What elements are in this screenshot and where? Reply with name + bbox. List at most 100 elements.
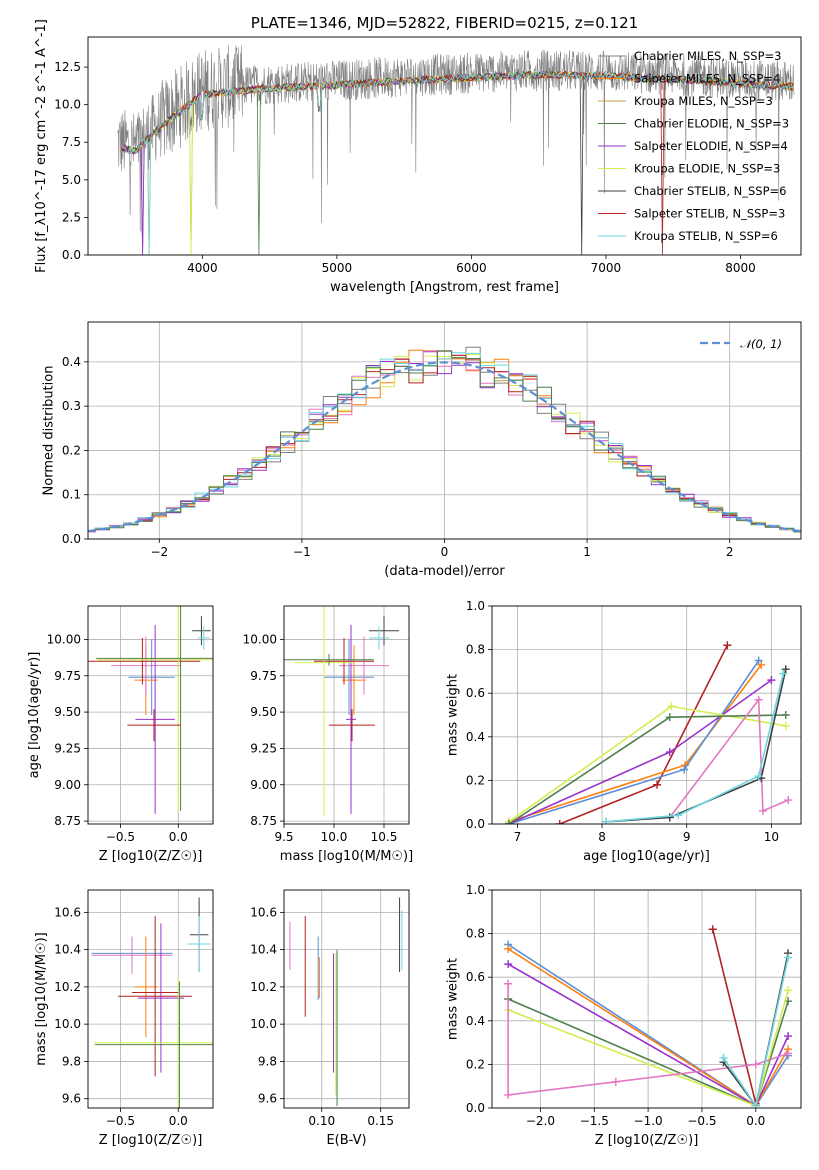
- errorbar-7: [93, 977, 213, 1108]
- axes-frame: [491, 889, 802, 1109]
- x-axis-label: Z [log10(Z/Z☉)]: [595, 1133, 699, 1148]
- weight-line-7: [606, 669, 787, 823]
- x-tick-label: 9.5: [274, 830, 293, 844]
- errorbar-6: [137, 923, 185, 1073]
- x-tick-label: 7000: [591, 261, 622, 275]
- errorbar-4: [339, 636, 389, 695]
- weight-marker: [757, 660, 766, 669]
- x-tick-label: −1: [293, 545, 311, 559]
- y-tick-label: 1.0: [466, 599, 485, 613]
- y-tick-label: 9.6: [258, 1092, 277, 1106]
- axes-frame: [491, 605, 802, 825]
- weight-marker: [784, 986, 793, 995]
- y-tick-label: 0.0: [62, 532, 81, 546]
- y-tick-label: 0.0: [466, 817, 485, 831]
- x-tick-label: 0.15: [367, 1114, 394, 1128]
- legend-label-4: Salpeter ELODIE, N_SSP=4: [634, 139, 788, 153]
- x-tick-label: −2.0: [526, 1114, 555, 1128]
- errorbar-7: [294, 606, 354, 817]
- y-axis-label: Normed distribution: [41, 366, 56, 496]
- weight-line-6: [669, 697, 789, 818]
- axes-frame: [283, 889, 410, 1109]
- axes-frame: [87, 889, 214, 1109]
- chart-title: PLATE=1346, MJD=52822, FIBERID=0215, z=0…: [251, 14, 638, 32]
- x-axis-label: E(B-V): [326, 1133, 366, 1148]
- errorbar-4: [91, 936, 173, 974]
- x-tick-label: 0: [441, 545, 449, 559]
- weight-line-4: [508, 705, 786, 823]
- errorbar-9: [127, 709, 181, 742]
- x-tick-label: −1.5: [580, 1114, 609, 1128]
- legend-label-3: Chabrier ELODIE, N_SSP=3: [634, 117, 789, 131]
- weight-marker: [504, 1090, 513, 1099]
- weight-line-8: [606, 673, 784, 823]
- y-tick-label: 0.4: [466, 730, 485, 744]
- errorbar-4: [111, 636, 181, 695]
- weight-marker: [767, 676, 776, 685]
- plot-area: [88, 606, 213, 814]
- y-tick-label: 9.75: [250, 669, 277, 683]
- y-tick-label: 10.2: [250, 980, 277, 994]
- y-tick-label: 1.0: [466, 883, 485, 897]
- weight-marker: [667, 702, 676, 711]
- y-tick-label: 0.2: [466, 1057, 485, 1071]
- x-axis-label: (data-model)/error: [384, 564, 505, 579]
- weight-marker: [784, 1049, 793, 1058]
- y-axis-label: mass [log10(M/M☉)]: [34, 932, 49, 1065]
- panel-weight-vs-age: 7 8 9 10 0.0 0.2 0.4 0.6 0.8 1.0 age [log10(age/yr…: [445, 599, 802, 864]
- errorbar-6: [135, 624, 175, 814]
- y-tick-label: 0.1: [62, 488, 81, 502]
- x-tick-label: −1.0: [634, 1114, 663, 1128]
- weight-marker: [781, 711, 790, 719]
- weight-marker: [781, 665, 790, 674]
- y-axis-label: Flux [f_λ10^-17 erg cm^-2 s^-1 A^-1]: [34, 19, 49, 273]
- y-tick-label: 10.00: [243, 632, 277, 646]
- y-tick-label: 0.8: [466, 927, 485, 941]
- errorbar-3: [342, 645, 366, 715]
- weight-marker: [708, 925, 717, 934]
- errorbar-3: [134, 936, 158, 1038]
- weight-marker: [665, 713, 674, 722]
- weight-marker: [781, 721, 790, 730]
- x-tick-label: 10.5: [371, 830, 398, 844]
- y-tick-label: 9.00: [54, 778, 81, 792]
- weight-marker: [754, 772, 763, 781]
- errorbar-1: [369, 626, 389, 650]
- legend-label-7: Salpeter STELIB, N_SSP=3: [634, 207, 785, 221]
- weight-marker: [665, 813, 674, 822]
- panel-mass-vs-ebv: 0.10 0.15 9.6 9.8 10.0 10.2 10.4 10.6 E(B-V): [250, 889, 410, 1148]
- legend-label-5: Kroupa ELODIE, N_SSP=3: [634, 162, 780, 176]
- y-tick-label: 0.4: [62, 355, 81, 369]
- plot-area: [91, 897, 213, 1108]
- errorbar-0: [369, 616, 399, 646]
- weight-marker: [504, 820, 513, 824]
- x-tick-label: 5000: [322, 261, 353, 275]
- weight-marker: [754, 695, 763, 704]
- errorbar-0: [192, 616, 211, 646]
- errorbar-7: [97, 606, 213, 813]
- x-tick-label: 10.0: [321, 830, 348, 844]
- x-tick-label: 8000: [725, 261, 756, 275]
- x-tick-label: −0.5: [687, 1114, 716, 1128]
- weight-marker: [555, 820, 564, 824]
- x-tick-label: 7: [514, 830, 522, 844]
- y-tick-label: 2.5: [62, 210, 81, 224]
- weight-marker: [784, 796, 793, 805]
- weight-marker: [680, 765, 689, 774]
- panel-weight-vs-z: −2.0 −1.5 −1.0 −0.5 0.0 0.0 0.2 0.4 0.6 0.8 1.0 Z […: [445, 883, 802, 1148]
- weight-marker: [784, 953, 793, 962]
- y-tick-label: 0.2: [62, 443, 81, 457]
- errorbar-2: [128, 639, 175, 715]
- legend-label-0: Chabrier MILES, N_SSP=3: [634, 49, 781, 63]
- y-tick-label: 10.6: [54, 905, 81, 919]
- errorbar-2: [324, 639, 374, 715]
- weight-marker: [504, 960, 513, 969]
- x-tick-label: −0.5: [106, 830, 135, 844]
- y-tick-label: 8.75: [250, 814, 277, 828]
- legend-label-1: Salpeter MILES, N_SSP=4: [634, 72, 780, 86]
- y-axis-label: mass weight: [445, 674, 460, 756]
- plot-area: [289, 897, 403, 1107]
- y-tick-label: 9.8: [258, 1054, 277, 1068]
- weight-marker: [611, 1077, 620, 1086]
